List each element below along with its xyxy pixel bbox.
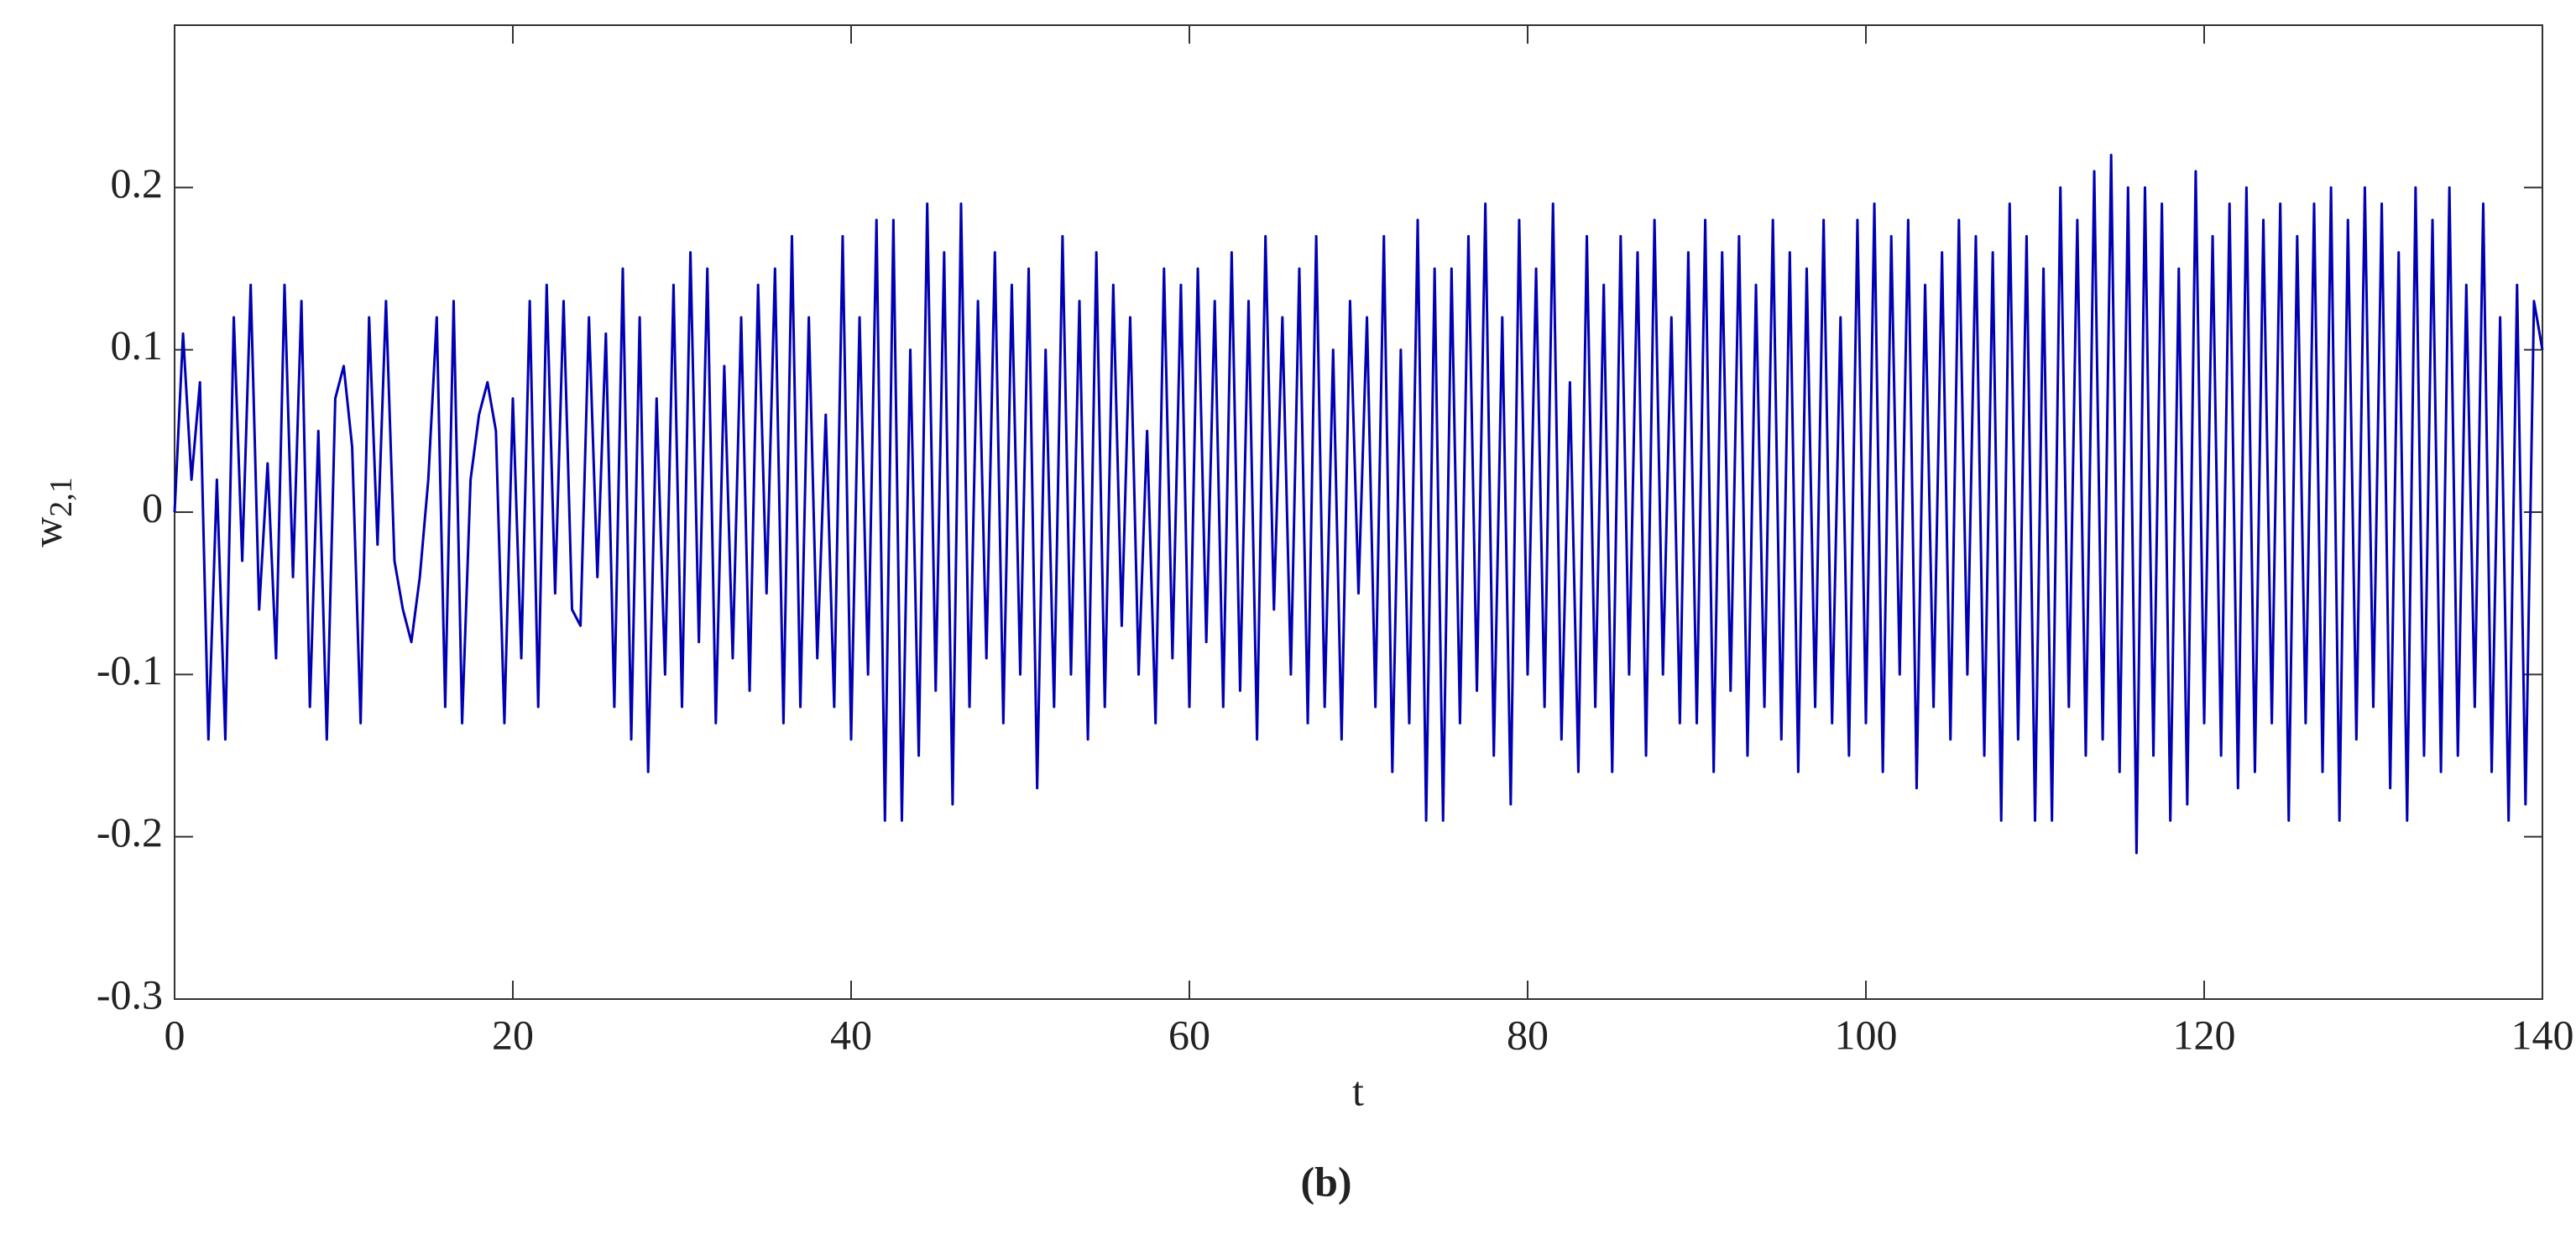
x-tick-label: 60: [1168, 1011, 1210, 1058]
y-tick-label: 0.2: [111, 160, 164, 207]
y-tick-label: -0.3: [97, 971, 163, 1018]
x-axis-label: t: [1352, 1067, 1364, 1114]
y-tick-label: -0.1: [97, 646, 163, 693]
data-line: [173, 154, 2544, 855]
x-tick-label: 100: [1835, 1011, 1898, 1058]
x-tick-label: 140: [2511, 1011, 2574, 1058]
x-tick-label: 0: [165, 1011, 185, 1058]
figure-caption: (b): [1300, 1158, 1351, 1205]
x-tick-label: 120: [2173, 1011, 2236, 1058]
x-tick-label: 40: [830, 1011, 872, 1058]
y-axis-label: w2,1: [24, 477, 78, 547]
y-tick-label: 0.1: [111, 322, 164, 369]
y-axis-label-subscript: 2,1: [44, 477, 79, 517]
x-tick-label: 80: [1507, 1011, 1549, 1058]
plot-frame: [174, 24, 2543, 1000]
y-axis-label-main: w: [24, 517, 71, 547]
y-tick-label: 0: [142, 484, 163, 531]
y-tick-label: -0.2: [97, 809, 163, 856]
x-tick-label: 20: [492, 1011, 534, 1058]
